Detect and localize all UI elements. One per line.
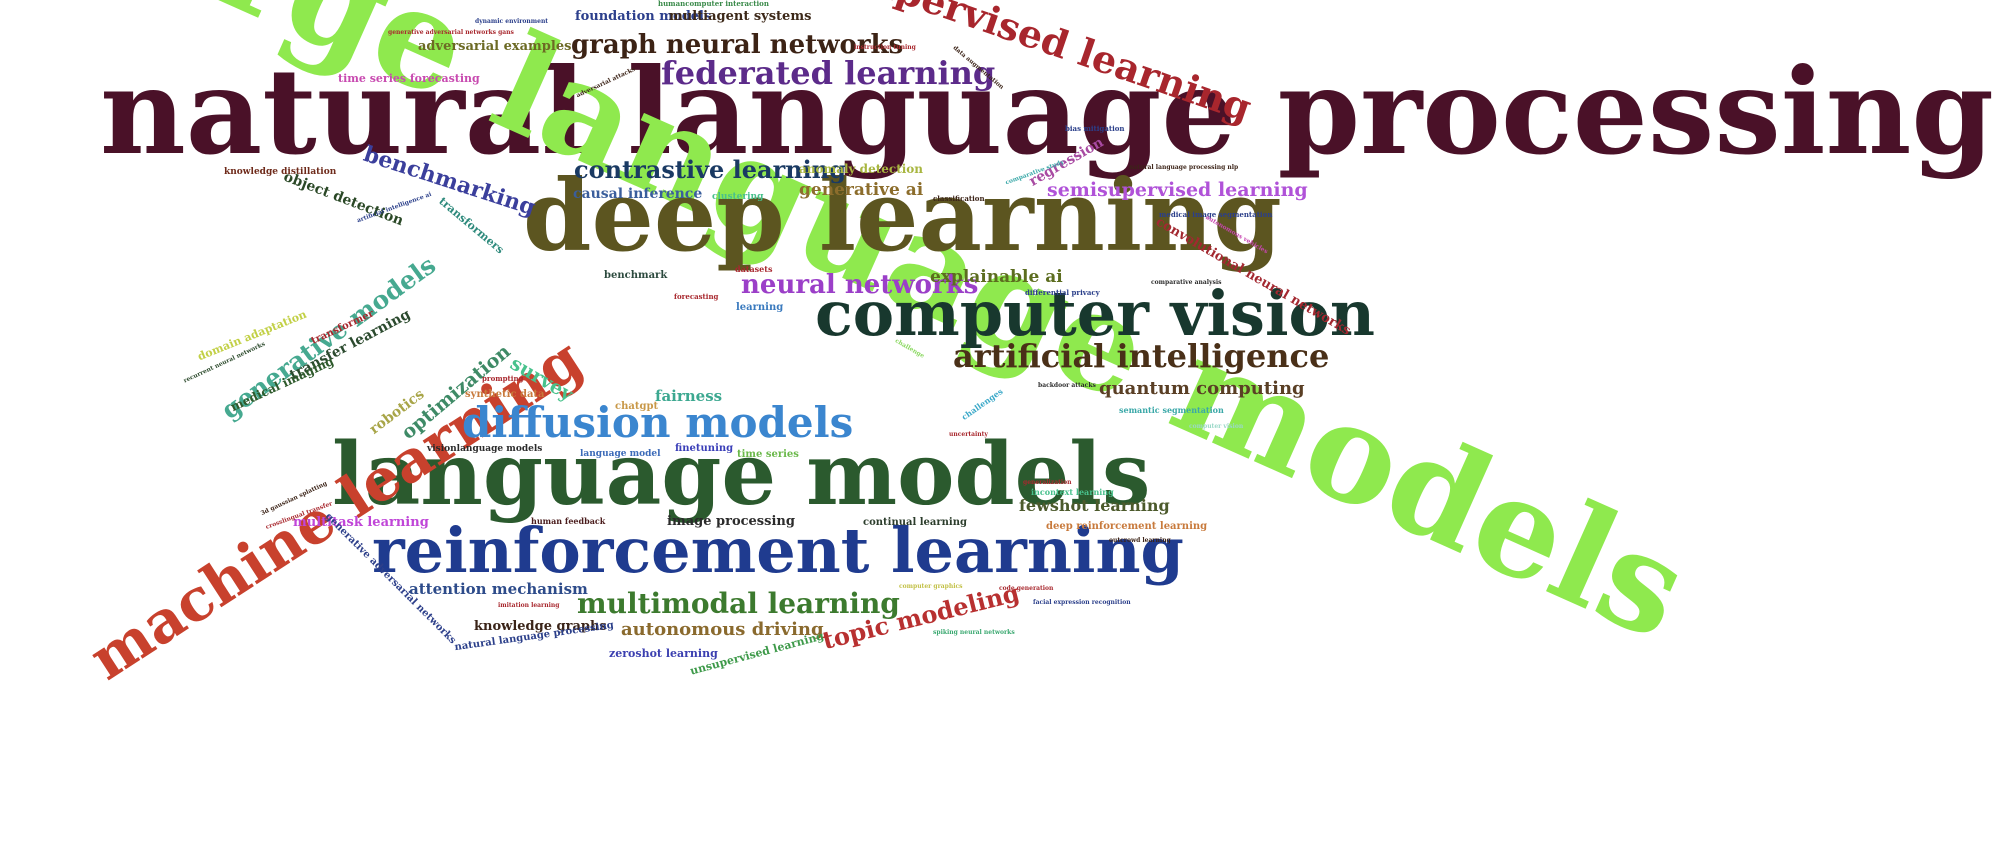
word-5: reinforcement learning bbox=[372, 514, 1184, 587]
word-70: comparative analysis bbox=[1151, 279, 1222, 286]
word-0: natural language processing bbox=[100, 42, 1994, 181]
word-60: language model bbox=[580, 449, 661, 459]
word-74: natural language processing nlp bbox=[1129, 164, 1239, 171]
word-91: facial expression recognition bbox=[1033, 599, 1131, 606]
word-73: bias mitigation bbox=[1065, 124, 1125, 133]
word-20: autonomous driving bbox=[621, 619, 824, 640]
word-78: instruction tuning bbox=[854, 44, 916, 51]
word-47: deep reinforcement learning bbox=[1046, 521, 1208, 532]
word-58: finetuning bbox=[675, 443, 734, 454]
word-68: classification bbox=[933, 194, 985, 203]
word-10: federated learning bbox=[661, 54, 996, 92]
word-66: forecasting bbox=[674, 292, 719, 301]
word-8: diffusion models bbox=[462, 398, 854, 447]
word-28: fewshot learning bbox=[1019, 496, 1170, 515]
word-49: zeroshot learning bbox=[609, 647, 718, 660]
word-75: generative adversarial networks gans bbox=[388, 29, 514, 36]
word-57: synthetic data bbox=[465, 389, 545, 400]
word-3: computer vision bbox=[815, 277, 1375, 350]
word-72: medical image segmentation bbox=[1159, 210, 1273, 219]
word-33: multiagent systems bbox=[669, 9, 812, 24]
word-40: image processing bbox=[667, 514, 795, 529]
word-37: fairness bbox=[655, 387, 723, 405]
word-34: adversarial examples bbox=[418, 39, 572, 54]
word-15: contrastive learning bbox=[574, 155, 847, 184]
word-87: backdoor attacks bbox=[1038, 382, 1096, 389]
word-39: multitask learning bbox=[293, 515, 429, 530]
word-30: knowledge graphs bbox=[474, 619, 607, 634]
word-46: continual learning bbox=[863, 517, 967, 528]
word-61: visionlanguage models bbox=[427, 444, 543, 454]
word-63: incontext learning bbox=[1031, 487, 1114, 497]
word-52: benchmark bbox=[604, 270, 668, 281]
word-35: causal inference bbox=[573, 186, 703, 202]
word-9: artificial intelligence bbox=[953, 337, 1330, 375]
word-90: code generation bbox=[999, 585, 1054, 592]
word-89: computer graphics bbox=[899, 583, 963, 590]
word-19: quantum computing bbox=[1099, 378, 1305, 399]
word-56: chatgpt bbox=[615, 401, 659, 412]
word-55: clustering bbox=[712, 192, 764, 202]
word-64: challenges bbox=[959, 386, 1005, 422]
word-65: datasets bbox=[735, 264, 773, 274]
word-4: language models bbox=[332, 424, 1151, 525]
word-29: attention mechanism bbox=[409, 580, 588, 598]
word-59: time series bbox=[737, 449, 799, 460]
word-18: semisupervised learning bbox=[1047, 179, 1308, 201]
word-92: spiking neural networks bbox=[933, 629, 1015, 636]
word-96: computer vision bbox=[1189, 423, 1244, 430]
word-69: differential privacy bbox=[1025, 288, 1100, 297]
word-54: knowledge distillation bbox=[224, 167, 337, 177]
word-88: generalization bbox=[1023, 479, 1072, 486]
word-93: outcrowd learning bbox=[1109, 537, 1171, 544]
word-11: graph neural networks bbox=[571, 30, 904, 60]
word-62: human feedback bbox=[531, 516, 606, 526]
word-76: humancomputer interaction bbox=[658, 0, 769, 8]
word-22: generative ai bbox=[799, 180, 924, 200]
word-2: deep learning bbox=[523, 159, 1282, 274]
word-42: anomaly detection bbox=[799, 162, 924, 176]
word-77: dynamic environment bbox=[475, 18, 549, 25]
word-71: semantic segmentation bbox=[1119, 405, 1224, 415]
word-14: neural networks bbox=[741, 270, 979, 300]
word-67: prompting bbox=[482, 374, 524, 383]
word-12: multimodal learning bbox=[577, 587, 900, 620]
word-53: learning bbox=[736, 302, 784, 313]
word-32: foundation models bbox=[575, 9, 712, 24]
word-21: explainable ai bbox=[930, 267, 1063, 287]
word-85: imitation learning bbox=[498, 602, 560, 609]
word-86: uncertainty bbox=[949, 431, 988, 438]
word-44: time series forecasting bbox=[338, 72, 480, 85]
